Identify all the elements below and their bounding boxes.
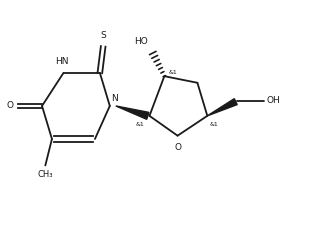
Polygon shape [207, 99, 237, 116]
Text: &1: &1 [210, 122, 219, 127]
Text: &1: &1 [135, 122, 144, 127]
Polygon shape [116, 106, 149, 119]
Text: HO: HO [134, 37, 148, 47]
Text: HN: HN [55, 57, 69, 66]
Text: N: N [112, 94, 118, 103]
Text: O: O [174, 143, 181, 152]
Text: CH₃: CH₃ [38, 170, 53, 179]
Text: OH: OH [267, 96, 281, 105]
Text: &1: &1 [168, 70, 177, 74]
Text: O: O [6, 102, 13, 110]
Text: S: S [100, 31, 106, 40]
